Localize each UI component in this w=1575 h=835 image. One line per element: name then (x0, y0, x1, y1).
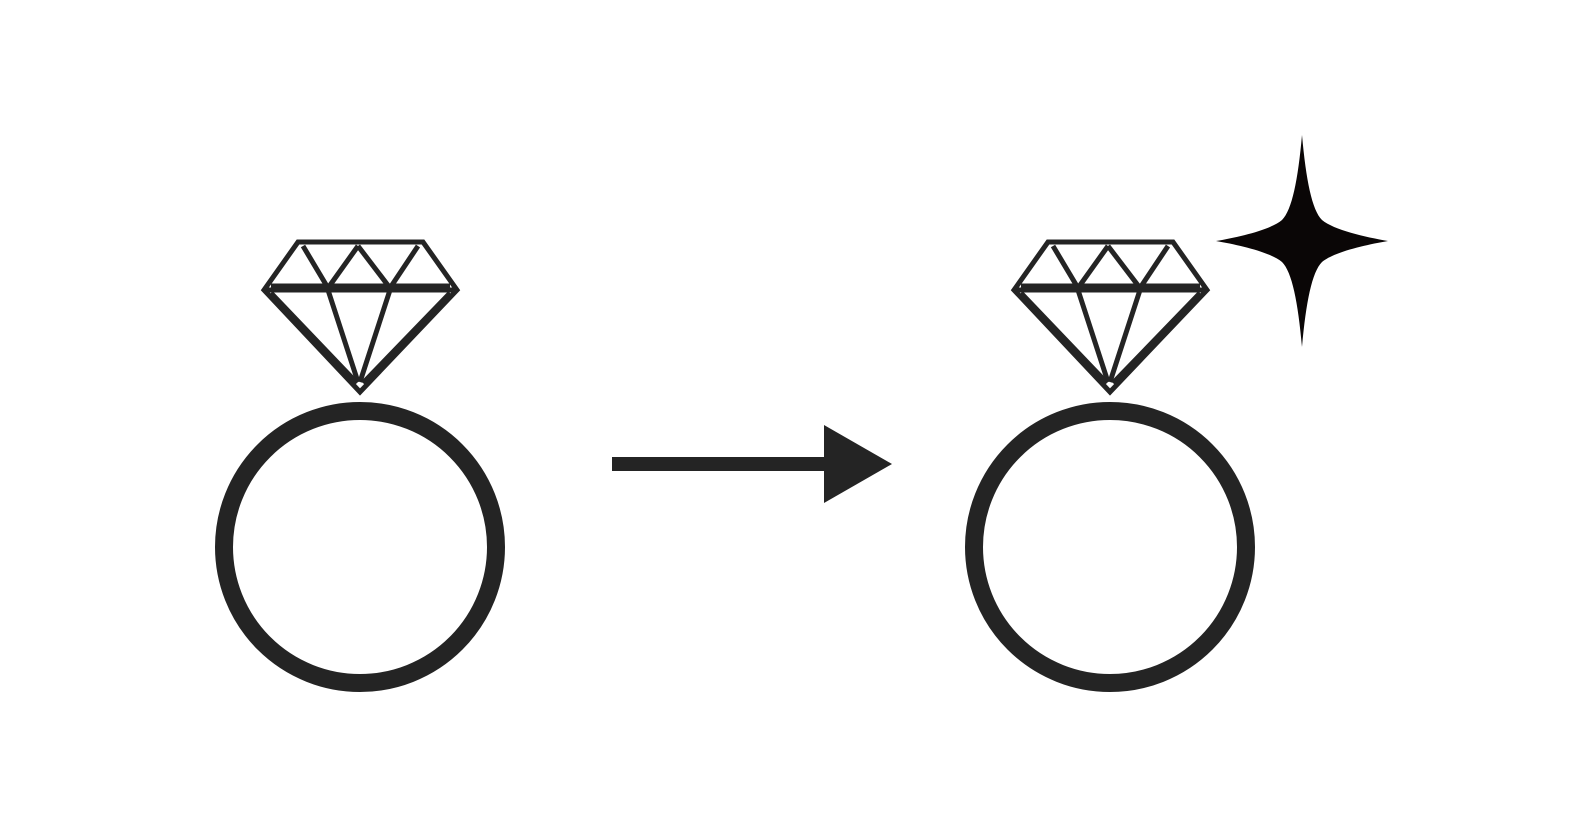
sparkle-icon (1216, 135, 1388, 347)
arrow-shaft (612, 457, 826, 471)
diamond-ring-icon-right (965, 239, 1255, 692)
right-arrow-icon (612, 425, 892, 503)
arrow-head (824, 425, 892, 503)
diamond-icon (260, 239, 461, 396)
diamond-icon (1010, 239, 1211, 396)
ring-band (965, 402, 1255, 692)
ring-band (215, 402, 505, 692)
diamond-ring-icon-left (215, 239, 505, 692)
